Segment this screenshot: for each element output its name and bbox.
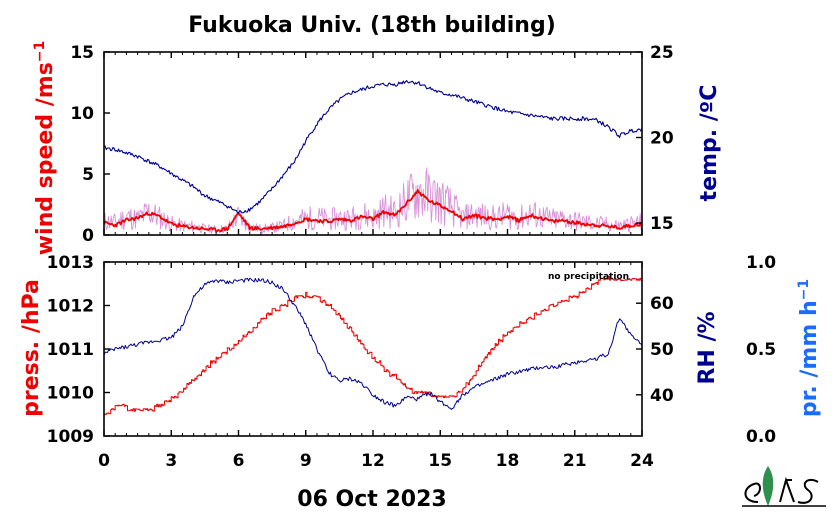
right-y-tick-label: 25 (650, 43, 674, 63)
left-y-tick-label: 1012 (47, 297, 94, 317)
right-y-tick-label: 15 (650, 214, 674, 234)
left-y-tick-label: 15 (70, 43, 94, 63)
temp-series (103, 80, 643, 214)
right-y-tick-label: 40 (650, 386, 674, 406)
bottom-axes: 0 3 6 9 12 15 18 21 24 1009 1010 1011 1012 1013 40 50 60… (47, 253, 777, 471)
x-tick-label: 9 (300, 451, 312, 471)
left-y-tick-label: 1013 (47, 253, 94, 273)
x-tick-label: 15 (428, 451, 452, 471)
left-y-tick-label: 1011 (47, 340, 94, 360)
left-y-tick-label: 10 (70, 104, 94, 124)
left-y-tick-label: 1009 (47, 427, 94, 447)
precip-tick-label: 0.0 (746, 427, 776, 447)
left-y-tick-label: 5 (82, 165, 94, 185)
right-y-tick-label: 20 (650, 129, 674, 149)
wind-gust-series (103, 167, 643, 234)
top-plot-area (103, 80, 643, 234)
precip-note: no precipitation (548, 272, 629, 282)
bottom-plot-area (103, 275, 643, 416)
institution-logo (742, 466, 826, 507)
rh-axis-label: RH /% (695, 311, 720, 384)
temp-axis-label: temp. /ºC (697, 85, 722, 202)
top-axes: 0 5 10 15 15 20 25 (70, 43, 674, 246)
left-y-tick-label: 1010 (47, 384, 94, 404)
x-tick-label: 18 (496, 451, 520, 471)
press-axis-label: press. /hPa (19, 279, 44, 417)
precip-tick-label: 0.5 (746, 340, 776, 360)
x-tick-label: 0 (98, 451, 110, 471)
right-y-tick-label: 50 (650, 340, 674, 360)
right-y-tick-label: 60 (650, 294, 674, 314)
chart-title: Fukuoka Univ. (18th building) (188, 13, 556, 38)
wind-mean-series (103, 189, 643, 233)
x-tick-label: 12 (361, 451, 385, 471)
x-tick-label: 21 (563, 451, 587, 471)
bottom-panel: 0 3 6 9 12 15 18 21 24 1009 1010 1011 1012 1013 40 50 60… (19, 253, 822, 471)
top-panel: 0 5 10 15 15 20 25 wind speed /ms−1 temp. /ºC (32, 41, 722, 256)
bottom-frame (103, 261, 643, 437)
top-frame (103, 51, 643, 236)
left-y-tick-label: 0 (82, 226, 94, 246)
x-tick-label: 6 (233, 451, 245, 471)
rh-series (103, 277, 643, 410)
x-tick-label: 24 (630, 451, 654, 471)
pressure-series (104, 275, 643, 416)
date-label: 06 Oct 2023 (297, 487, 446, 512)
precip-tick-label: 1.0 (746, 253, 776, 273)
wind-axis-label: wind speed /ms−1 (32, 41, 58, 256)
x-tick-label: 3 (165, 451, 177, 471)
precip-axis-label: pr. /mm h−1 (796, 279, 822, 417)
